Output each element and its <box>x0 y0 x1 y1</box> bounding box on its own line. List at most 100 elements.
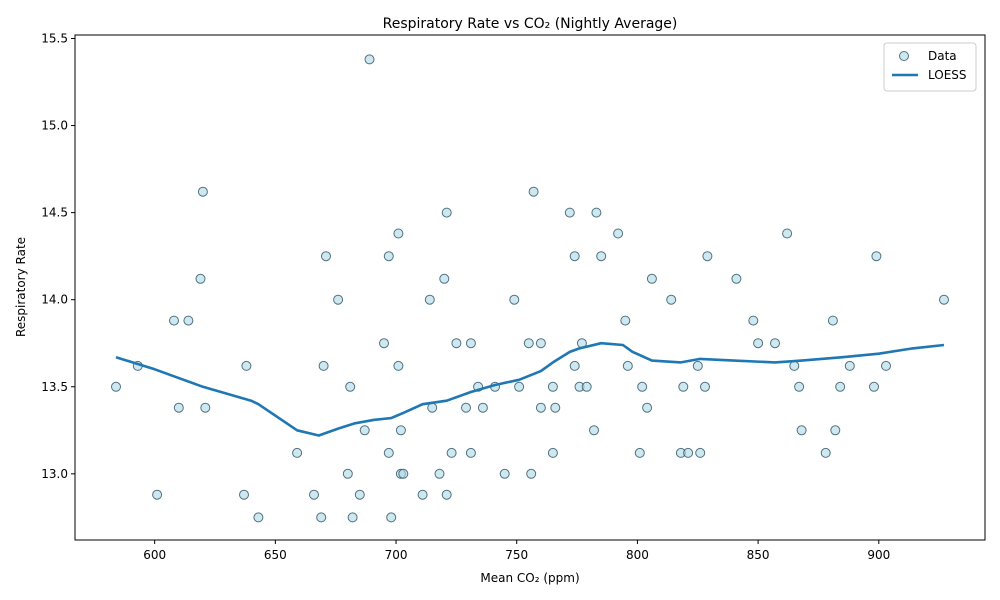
data-point <box>354 489 365 500</box>
data-point <box>197 186 208 197</box>
data-point <box>547 381 558 392</box>
data-point <box>446 447 457 458</box>
data-point <box>398 468 409 479</box>
data-point <box>509 294 520 305</box>
data-point <box>678 381 689 392</box>
legend-marker-data <box>899 51 909 61</box>
data-point <box>434 468 445 479</box>
data-point <box>642 402 653 413</box>
x-tick-label: 750 <box>505 548 528 562</box>
y-tick-label: 13.0 <box>41 467 68 481</box>
data-point <box>535 402 546 413</box>
data-point <box>342 468 353 479</box>
data-point <box>835 381 846 392</box>
data-point <box>477 402 488 413</box>
data-point <box>535 338 546 349</box>
data-point <box>526 468 537 479</box>
x-axis-title: Mean CO₂ (ppm) <box>480 571 579 585</box>
data-point <box>514 381 525 392</box>
data-point <box>200 402 211 413</box>
data-point <box>827 315 838 326</box>
data-point <box>695 447 706 458</box>
data-point <box>820 447 831 458</box>
data-point <box>622 360 633 371</box>
data-point <box>634 447 645 458</box>
data-point <box>379 338 389 349</box>
data-point <box>589 425 599 436</box>
data-point <box>383 447 394 458</box>
data-point <box>844 360 855 371</box>
data-point <box>569 360 580 371</box>
y-axis: 13.0 13.5 14.0 14.5 15.0 15.5 <box>41 31 75 481</box>
data-point <box>528 186 539 197</box>
loess-line <box>115 341 945 437</box>
y-tick-label: 15.5 <box>41 31 68 45</box>
data-point <box>318 360 329 371</box>
data-point <box>830 425 841 436</box>
legend-label-data: Data <box>928 49 957 63</box>
data-point <box>111 381 121 392</box>
plot-frame <box>74 34 986 541</box>
data-point <box>550 402 561 413</box>
data-point <box>465 338 476 349</box>
data-point <box>523 338 534 349</box>
y-tick-label: 15.0 <box>41 119 68 133</box>
data-point <box>173 402 184 413</box>
data-point <box>591 207 602 218</box>
data-point <box>364 54 375 65</box>
legend: Data LOESS <box>883 42 977 92</box>
data-point <box>748 315 759 326</box>
x-tick-label: 850 <box>747 548 770 562</box>
data-point <box>441 489 452 500</box>
data-point <box>386 512 397 523</box>
data-point <box>239 489 249 500</box>
data-point <box>292 447 303 458</box>
data-point <box>683 447 694 458</box>
x-axis: 600 650 700 750 800 850 900 <box>143 540 890 562</box>
data-point <box>939 294 949 305</box>
data-point <box>152 489 163 500</box>
data-point <box>692 360 703 371</box>
data-point <box>646 273 657 284</box>
data-point <box>441 207 452 218</box>
y-axis-title: Respiratory Rate <box>14 237 28 337</box>
data-point <box>347 512 358 523</box>
data-point <box>169 315 179 326</box>
data-point <box>796 425 807 436</box>
data-point <box>794 381 805 392</box>
plot-area <box>111 54 949 523</box>
data-point <box>881 360 891 371</box>
data-point <box>666 294 677 305</box>
legend-label-loess: LOESS <box>928 68 967 82</box>
y-tick-label: 14.0 <box>41 293 68 307</box>
data-point <box>333 294 344 305</box>
y-tick-label: 13.5 <box>41 380 68 394</box>
data-point <box>770 338 780 349</box>
x-tick-label: 600 <box>143 548 166 562</box>
data-point <box>581 381 592 392</box>
data-point <box>753 338 764 349</box>
data-point <box>417 489 428 500</box>
data-point <box>613 228 624 239</box>
data-point <box>195 273 206 284</box>
data-point <box>789 360 800 371</box>
x-tick-label: 900 <box>867 548 890 562</box>
data-point <box>316 512 327 523</box>
data-point <box>359 425 370 436</box>
x-tick-label: 700 <box>385 548 408 562</box>
data-point <box>395 425 406 436</box>
data-point <box>383 251 394 262</box>
data-point <box>702 251 713 262</box>
data-point <box>253 512 264 523</box>
x-tick-label: 650 <box>264 548 287 562</box>
data-point <box>782 228 793 239</box>
data-point <box>241 360 252 371</box>
data-point <box>393 360 404 371</box>
data-point <box>547 447 558 458</box>
data-point <box>871 251 882 262</box>
data-point <box>183 315 194 326</box>
data-point <box>569 251 580 262</box>
data-point <box>564 207 575 218</box>
